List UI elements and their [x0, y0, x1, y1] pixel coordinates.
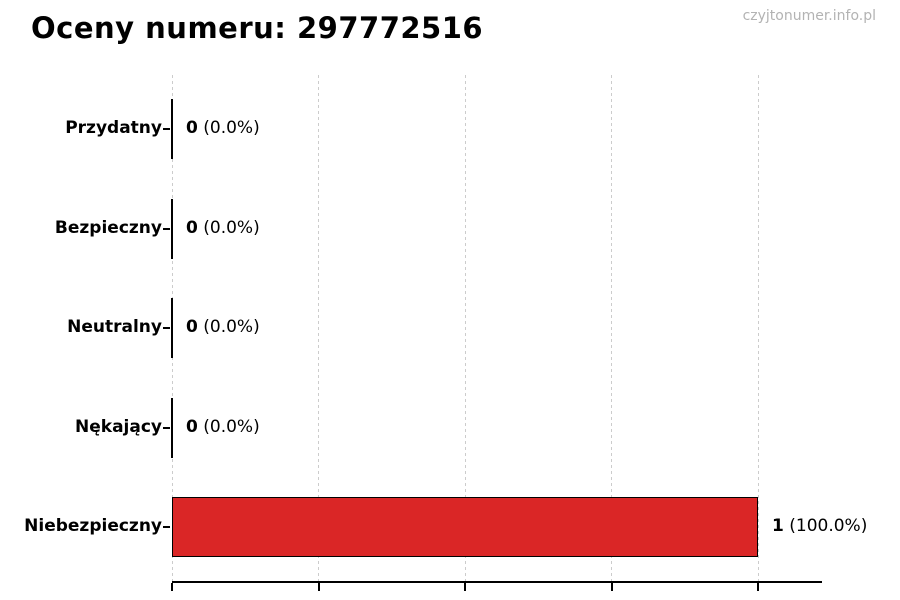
value-count: 0 — [186, 217, 198, 238]
category-label: Neutralny — [67, 317, 162, 337]
y-axis-tick — [163, 227, 170, 230]
y-axis-tick — [163, 426, 170, 429]
value-label: 0 (0.0%) — [186, 317, 260, 337]
bar — [172, 497, 758, 557]
x-axis-tick — [610, 583, 613, 591]
value-percent: (0.0%) — [197, 118, 260, 138]
watermark-site-label: czyjtonumer.info.pl — [742, 8, 876, 24]
value-percent: (0.0%) — [197, 217, 260, 238]
zero-value-bar — [171, 397, 173, 458]
category-label: Niebezpieczny — [24, 516, 162, 536]
y-axis-tick — [163, 128, 170, 130]
value-count: 0 — [186, 118, 198, 138]
zero-value-bar — [171, 298, 173, 358]
value-percent: (100.0%) — [783, 516, 868, 536]
value-label: 0 (0.0%) — [186, 118, 260, 138]
value-count: 0 — [186, 317, 198, 337]
category-label: Przydatny — [65, 118, 162, 138]
zero-value-bar — [171, 99, 173, 159]
gridline — [318, 75, 319, 581]
x-axis-tick — [757, 583, 759, 591]
value-count: 1 — [772, 516, 784, 536]
value-percent: (0.0%) — [197, 317, 260, 337]
value-count: 0 — [186, 416, 198, 437]
value-label: 1 (100.0%) — [772, 516, 867, 536]
value-label: 0 (0.0%) — [186, 218, 260, 238]
y-axis-tick — [163, 526, 170, 528]
value-percent: (0.0%) — [197, 416, 260, 437]
category-label: Nękający — [75, 416, 162, 437]
zero-value-bar — [171, 198, 173, 259]
category-label: Bezpieczny — [54, 217, 162, 238]
gridline — [757, 75, 759, 581]
x-axis-tick — [317, 583, 320, 591]
chart-title: Oceny numeru: 297772516 — [31, 11, 484, 45]
value-label: 0 (0.0%) — [186, 417, 260, 437]
y-axis-tick — [163, 327, 170, 329]
x-axis-tick — [171, 583, 173, 591]
gridline — [611, 75, 612, 581]
x-axis-tick — [464, 583, 466, 591]
x-axis-line — [172, 581, 822, 583]
gridline — [464, 75, 466, 581]
